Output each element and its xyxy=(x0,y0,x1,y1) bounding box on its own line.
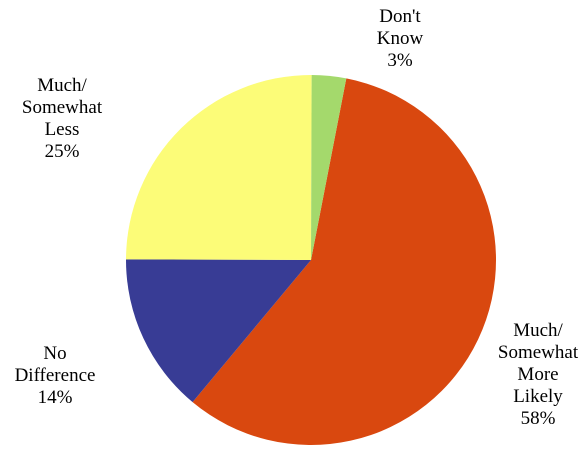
pie-slice xyxy=(126,74,312,260)
pie-labels: Much/Somewhat More Likely 58% No Difference 14… xyxy=(15,6,579,429)
slice-label: Don't Know 3% xyxy=(377,6,424,71)
slice-label: Much/Somewhat Less 25% xyxy=(22,75,103,162)
pie-slice xyxy=(192,78,497,446)
pie-slice xyxy=(125,259,311,403)
pie-slices xyxy=(125,74,497,446)
slice-label: No Difference 14% xyxy=(15,343,96,408)
pie-slice xyxy=(311,75,347,260)
slice-label: Much/Somewhat More Likely 58% xyxy=(498,320,579,429)
